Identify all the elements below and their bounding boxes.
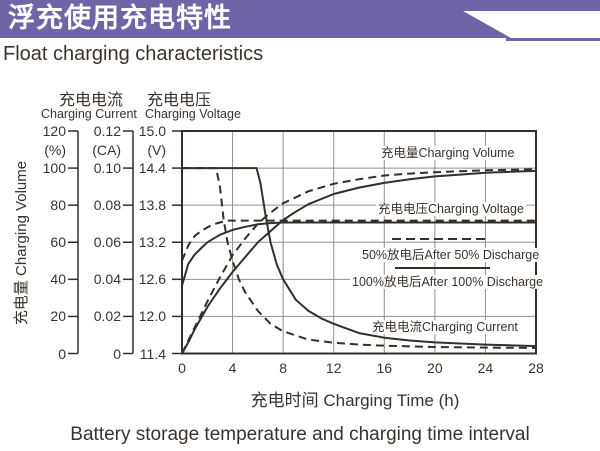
page-title-en: Float charging characteristics: [3, 43, 264, 65]
x-tick-label: 20: [427, 359, 443, 376]
charging-current-after-100-discharge: [182, 167, 537, 348]
voltage-tick-label: 12.0: [138, 308, 166, 325]
current-unit-label: (CA): [92, 141, 121, 158]
voltage-axis-title-en: Charging Voltage: [145, 107, 241, 121]
legend-label-after-50-discharge: 50%放电后After 50% Discharge: [360, 248, 542, 262]
charging-current-after-50-discharge: [182, 167, 537, 349]
page-title-zh: 浮充使用充电特性: [8, 3, 232, 33]
current-tick-label: 0.08: [93, 197, 121, 214]
current-axis-title-en: Charging Current: [41, 107, 137, 121]
x-tick-label: 24: [477, 359, 494, 376]
current-axis-title-zh: 充电电流: [59, 92, 124, 109]
voltage-unit-label: (V): [147, 141, 166, 158]
charging-voltage-after-100-discharge: [181, 221, 536, 286]
x-tick-label: 4: [228, 359, 237, 376]
volume-tick-label: 60: [50, 234, 66, 251]
volume-axis-title-rotated: 充电量 Charging Volume: [13, 160, 30, 326]
legend-label-after-100-discharge: 100%放电后After 100% Discharge: [350, 275, 546, 289]
volume-tick-label: 0: [58, 345, 66, 362]
voltage-tick-label: 13.2: [138, 234, 166, 251]
volume-tick-label: 120: [42, 123, 66, 139]
volume-tick-label: 80: [50, 197, 66, 214]
voltage-axis-title-zh: 充电电压: [147, 92, 212, 109]
x-tick-label: 28: [528, 359, 544, 376]
volume-tick-label: 40: [50, 271, 66, 288]
x-tick-label: 0: [178, 359, 186, 376]
current-tick-label: 0.10: [93, 160, 121, 177]
voltage-tick-label: 11.4: [139, 345, 166, 362]
charging-volume-after-50-discharge: [181, 168, 537, 354]
voltage-tick-label: 12.6: [138, 271, 166, 288]
volume-tick-label: 100: [42, 160, 66, 177]
voltage-tick-label: 13.8: [138, 197, 166, 214]
curve-label-charging-volume: 充电量Charging Volume: [379, 146, 517, 160]
x-tick-label: 16: [376, 359, 393, 376]
charging-volume-after-100-discharge: [181, 169, 537, 354]
voltage-tick-label: 15.0: [138, 123, 166, 139]
x-tick-label: 12: [325, 359, 342, 376]
bottom-caption: Battery storage temperature and charging…: [70, 424, 530, 445]
current-tick-label: 0: [113, 345, 121, 362]
volume-tick-label: 20: [50, 308, 66, 325]
current-tick-label: 0.12: [93, 123, 121, 139]
current-tick-label: 0.02: [93, 308, 121, 325]
curve-label-charging-voltage: 充电电压Charging Voltage: [376, 202, 526, 216]
current-tick-label: 0.06: [93, 234, 121, 251]
x-tick-label: 8: [279, 359, 288, 376]
volume-unit-label: (%): [44, 141, 66, 158]
curve-label-charging-current: 充电电流Charging Current: [370, 320, 520, 334]
x-axis-title: 充电时间 Charging Time (h): [250, 391, 460, 410]
voltage-tick-label: 14.4: [138, 160, 166, 177]
banner-underline-decoration: [506, 38, 600, 41]
charging-voltage-after-50-discharge: [181, 219, 536, 262]
current-tick-label: 0.04: [93, 271, 121, 288]
